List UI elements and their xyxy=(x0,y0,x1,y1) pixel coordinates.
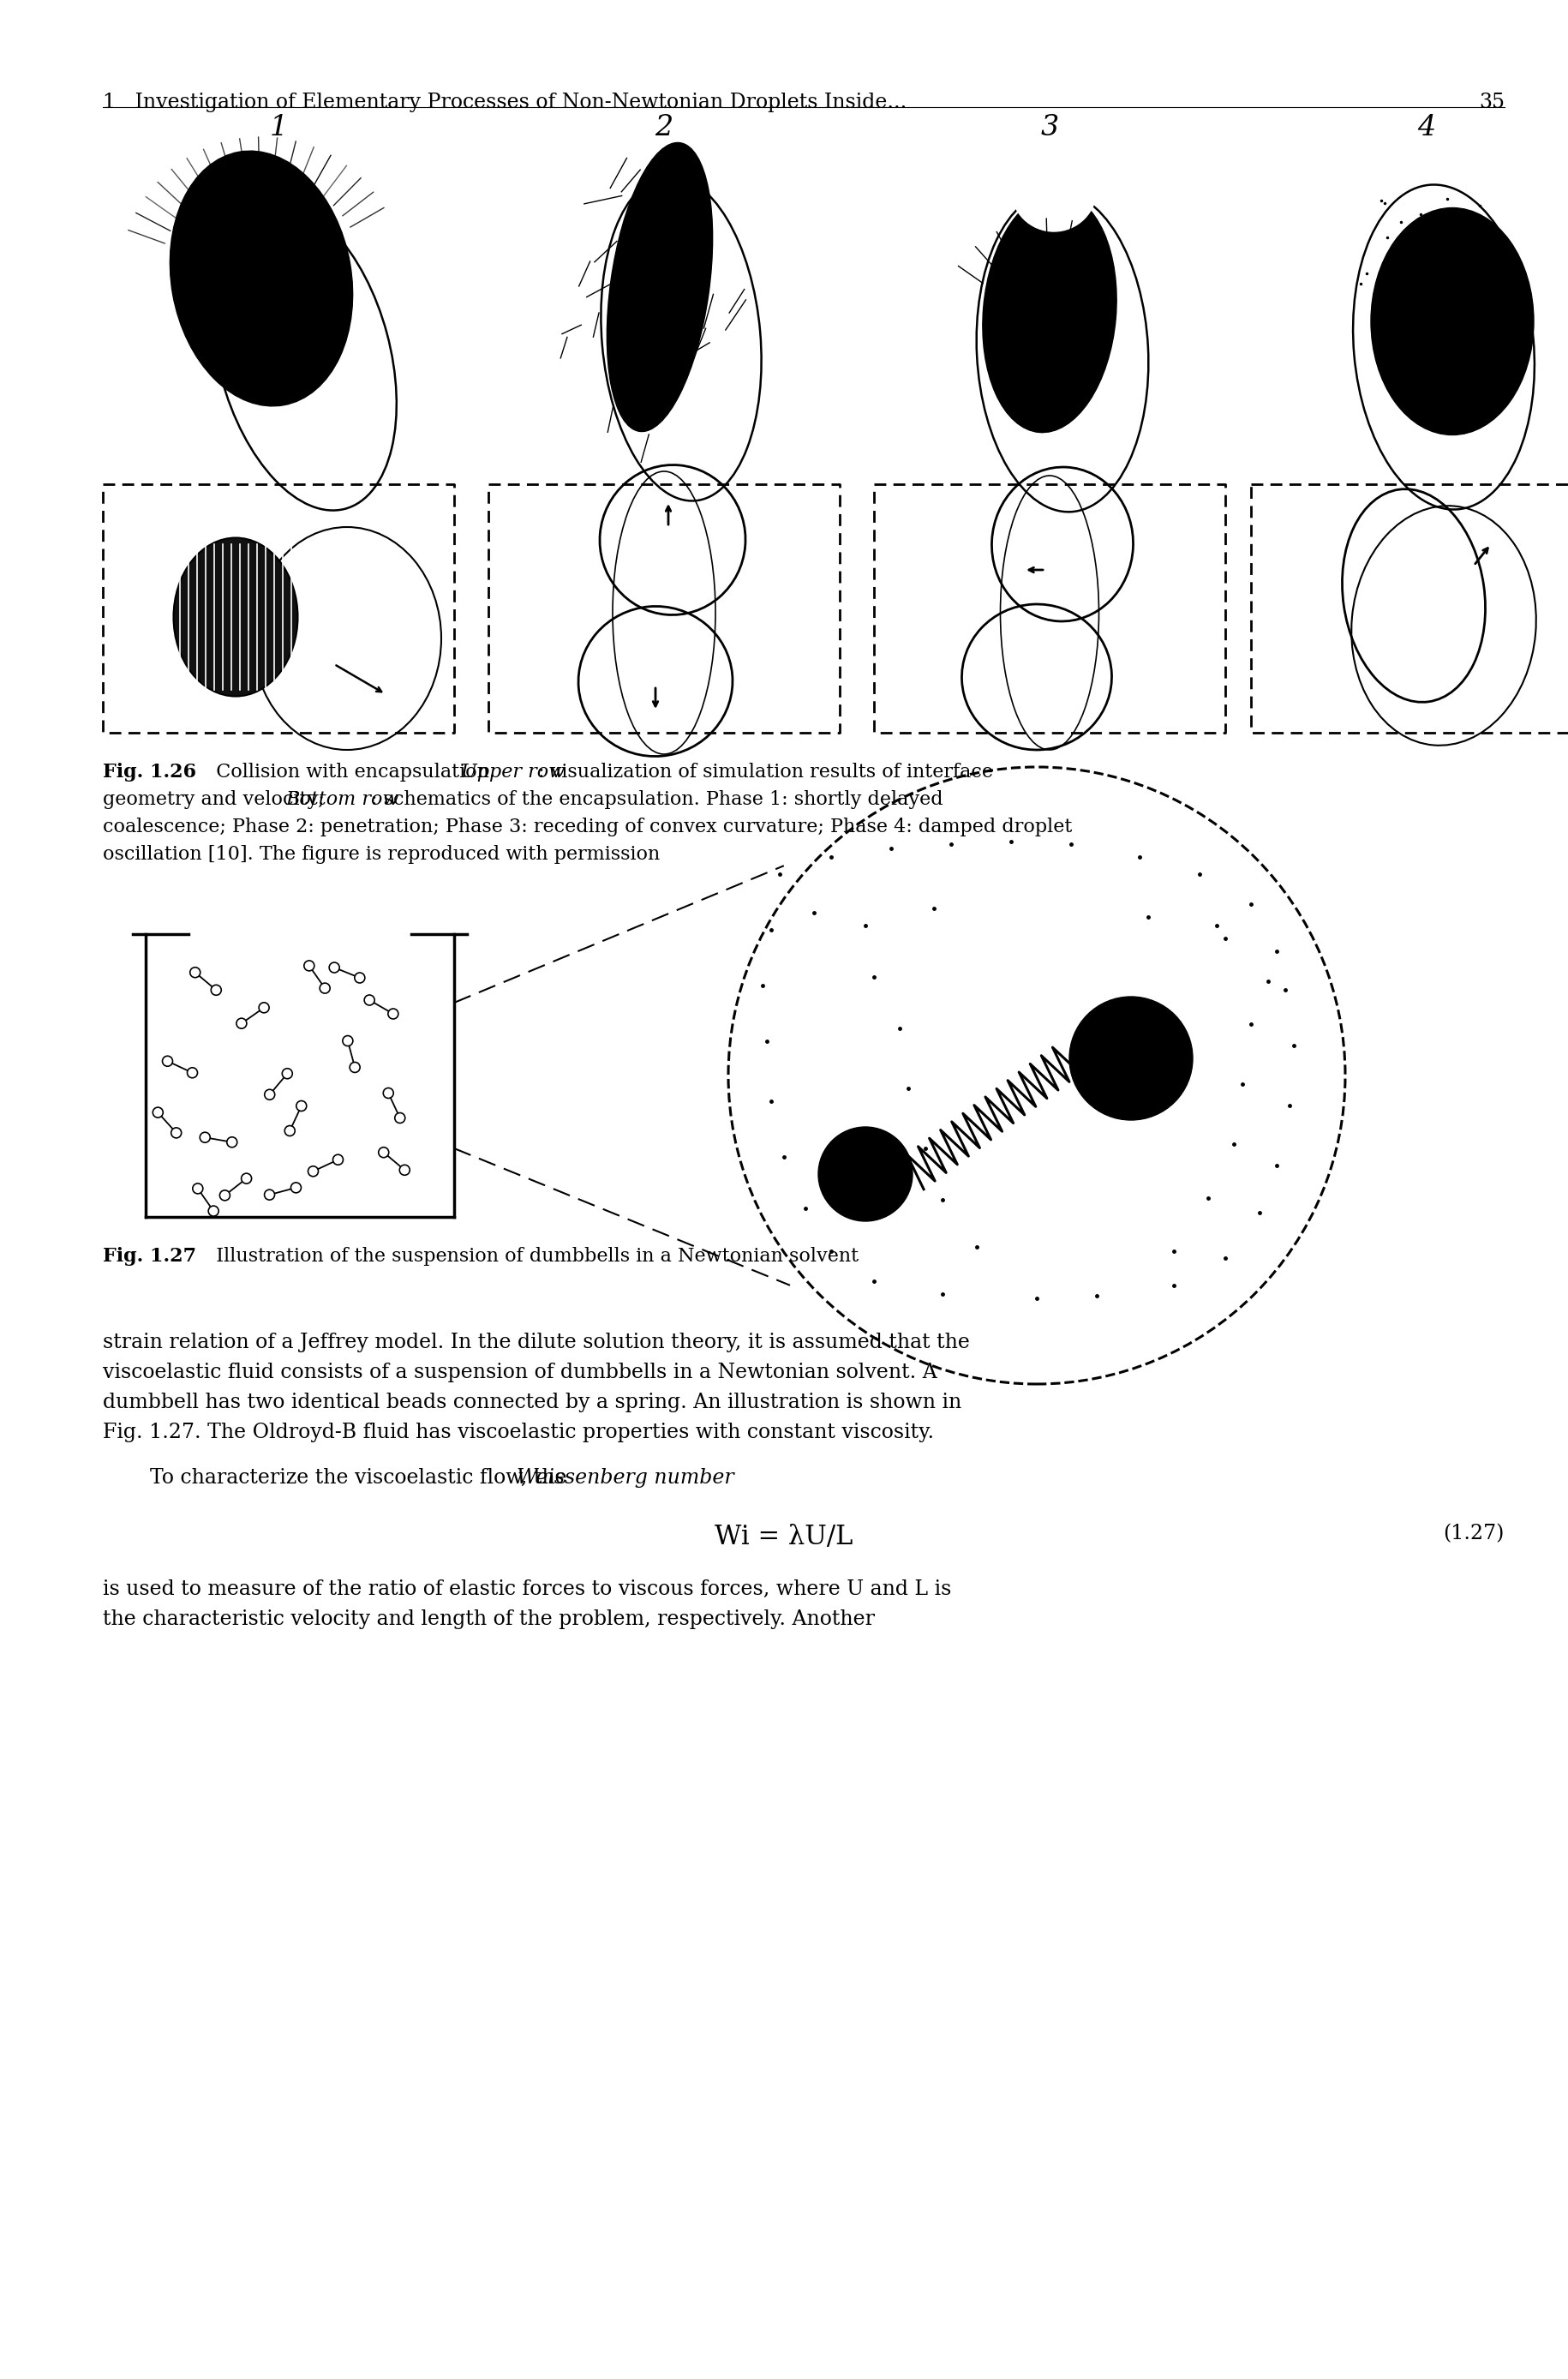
Circle shape xyxy=(265,1090,274,1099)
Circle shape xyxy=(152,1106,163,1118)
Text: To characterize the viscoelastic flow, the: To characterize the viscoelastic flow, t… xyxy=(151,1468,572,1487)
Text: 1   Investigation of Elementary Processes of Non-Newtonian Droplets Inside...: 1 Investigation of Elementary Processes … xyxy=(103,93,906,112)
Text: (1.27): (1.27) xyxy=(1443,1523,1504,1544)
Text: coalescence; Phase 2: penetration; Phase 3: receding of convex curvature; Phase : coalescence; Phase 2: penetration; Phase… xyxy=(103,818,1071,837)
Ellipse shape xyxy=(1370,207,1534,435)
Text: 3: 3 xyxy=(1040,114,1058,140)
Circle shape xyxy=(193,1182,202,1194)
Text: : visualization of simulation results of interface: : visualization of simulation results of… xyxy=(538,764,993,783)
Text: Weissenberg number: Weissenberg number xyxy=(516,1468,734,1487)
Ellipse shape xyxy=(169,150,353,407)
Circle shape xyxy=(190,968,201,978)
Text: : schematics of the encapsulation. Phase 1: shortly delayed: : schematics of the encapsulation. Phase… xyxy=(370,790,942,809)
Text: Wi = λU/L: Wi = λU/L xyxy=(715,1523,853,1551)
Circle shape xyxy=(329,963,339,973)
Ellipse shape xyxy=(1010,145,1096,231)
Circle shape xyxy=(241,1173,251,1185)
Circle shape xyxy=(259,1002,270,1013)
Text: viscoelastic fluid consists of a suspension of dumbbells in a Newtonian solvent.: viscoelastic fluid consists of a suspens… xyxy=(103,1363,936,1382)
Circle shape xyxy=(818,1128,913,1220)
Circle shape xyxy=(378,1147,389,1159)
Text: 1: 1 xyxy=(270,114,287,140)
Circle shape xyxy=(400,1166,409,1175)
Ellipse shape xyxy=(982,193,1116,433)
Circle shape xyxy=(265,1190,274,1199)
Circle shape xyxy=(282,1068,292,1078)
Text: Bottom row: Bottom row xyxy=(285,790,398,809)
Circle shape xyxy=(284,1125,295,1135)
Text: the characteristic velocity and length of the problem, respectively. Another: the characteristic velocity and length o… xyxy=(103,1611,875,1630)
Text: Illustration of the suspension of dumbbells in a Newtonian solvent: Illustration of the suspension of dumbbe… xyxy=(204,1247,858,1266)
Circle shape xyxy=(350,1061,359,1073)
Text: Upper row: Upper row xyxy=(461,764,564,783)
Ellipse shape xyxy=(607,143,712,431)
Circle shape xyxy=(227,1137,237,1147)
Circle shape xyxy=(210,985,221,994)
Circle shape xyxy=(209,1206,218,1216)
Circle shape xyxy=(364,994,375,1006)
Text: Fig. 1.26: Fig. 1.26 xyxy=(103,764,196,783)
Circle shape xyxy=(332,1154,343,1166)
Text: 4: 4 xyxy=(1417,114,1435,140)
Circle shape xyxy=(187,1068,198,1078)
Ellipse shape xyxy=(174,538,298,697)
Text: 35: 35 xyxy=(1479,93,1504,112)
Text: 2: 2 xyxy=(654,114,673,140)
Text: Fig. 1.27: Fig. 1.27 xyxy=(103,1247,196,1266)
Circle shape xyxy=(342,1035,353,1047)
Circle shape xyxy=(387,1009,398,1018)
Text: is used to measure of the ratio of elastic forces to viscous forces, where U and: is used to measure of the ratio of elast… xyxy=(103,1580,950,1599)
Circle shape xyxy=(296,1101,306,1111)
Circle shape xyxy=(395,1113,405,1123)
Circle shape xyxy=(383,1087,394,1099)
Text: dumbbell has two identical beads connected by a spring. An illustration is shown: dumbbell has two identical beads connect… xyxy=(103,1392,961,1413)
Circle shape xyxy=(171,1128,182,1137)
Circle shape xyxy=(1069,997,1192,1121)
Circle shape xyxy=(290,1182,301,1192)
Circle shape xyxy=(237,1018,246,1028)
Text: geometry and velocity;: geometry and velocity; xyxy=(103,790,331,809)
Circle shape xyxy=(304,961,314,971)
Text: Collision with encapsulation.: Collision with encapsulation. xyxy=(204,764,502,783)
Circle shape xyxy=(307,1166,318,1178)
Circle shape xyxy=(199,1132,210,1142)
Text: Fig. 1.27. The Oldroyd-B fluid has viscoelastic properties with constant viscosi: Fig. 1.27. The Oldroyd-B fluid has visco… xyxy=(103,1423,933,1442)
Text: strain relation of a Jeffrey model. In the dilute solution theory, it is assumed: strain relation of a Jeffrey model. In t… xyxy=(103,1332,969,1351)
Text: oscillation [10]. The figure is reproduced with permission: oscillation [10]. The figure is reproduc… xyxy=(103,845,660,864)
Circle shape xyxy=(162,1056,172,1066)
Circle shape xyxy=(354,973,365,983)
Circle shape xyxy=(220,1190,230,1201)
Circle shape xyxy=(320,983,329,994)
